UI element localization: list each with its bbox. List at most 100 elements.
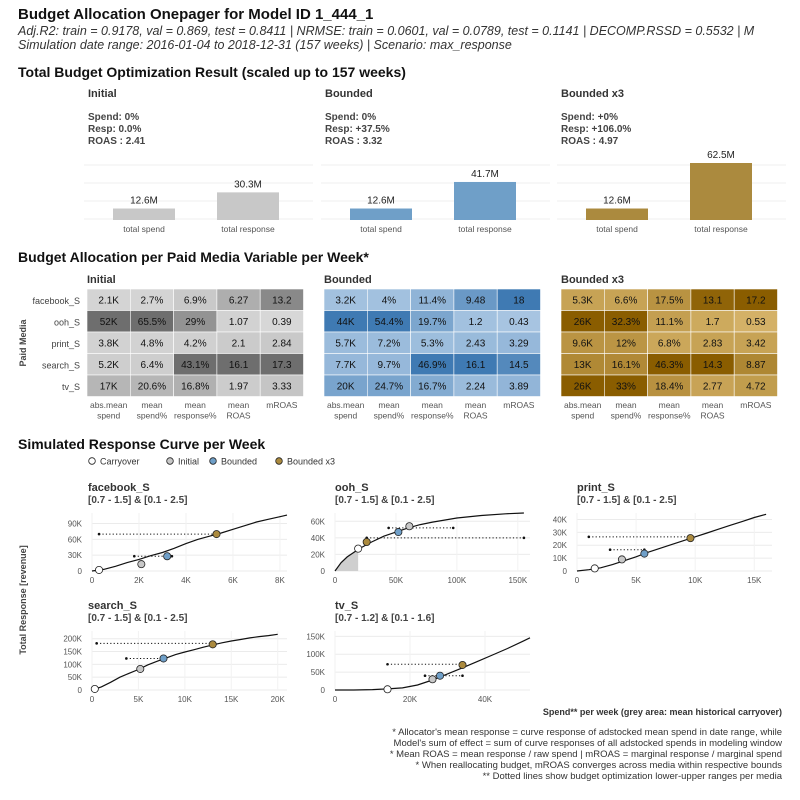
heatmap-cell-value: 4.72: [746, 382, 766, 393]
total-bar: [113, 208, 175, 220]
heatmap-panel-title: Bounded x3: [561, 274, 624, 286]
range-endpoint: [170, 554, 174, 558]
heatmap-cell-value: 13.2: [272, 296, 292, 307]
heatmap-cell-value: 26K: [574, 317, 592, 328]
initial-point: [136, 664, 145, 673]
heatmap-cell-value: 7.2%: [378, 339, 401, 350]
budget-stat-line: Spend: +0%: [561, 112, 618, 123]
heatmap-cell-value: 3.29: [509, 339, 529, 350]
heatmap-cell-value: 32.3%: [612, 317, 640, 328]
x-tick-label: 0: [575, 576, 580, 585]
heatmap-column-label: mean: [378, 400, 400, 410]
x-tick-label: 15K: [747, 576, 762, 585]
y-tick-label: 150K: [63, 648, 82, 657]
range-endpoint: [132, 554, 136, 558]
bar-category-label: total response: [458, 224, 512, 234]
footnote-line: * Allocator's mean response = curve resp…: [392, 727, 782, 738]
budget-stat-line: Resp: +37.5%: [325, 124, 390, 135]
heatmap-cell-value: 17K: [100, 382, 118, 393]
heatmap-cell-value: 14.5: [509, 360, 529, 371]
range-endpoint: [461, 674, 464, 677]
bounded-point: [163, 552, 172, 561]
budget-panel-title: Bounded x3: [561, 88, 624, 100]
heatmap-cell: [496, 374, 541, 397]
range-endpoint: [608, 548, 612, 552]
heatmap-cell-value: 33%: [616, 382, 636, 393]
legend-entry: Carryover: [100, 457, 140, 467]
heatmap-cell-value: 1.7: [706, 317, 720, 328]
heatmap-cell-value: 6.8%: [658, 339, 681, 350]
range-endpoint: [125, 657, 128, 660]
heatmap-cell-value: 20.6%: [138, 382, 166, 393]
budget-panel-title: Bounded: [325, 88, 373, 100]
heatmap-cell-value: 4.2%: [184, 339, 207, 350]
y-tick-label: 50K: [68, 673, 83, 682]
y-tick-label: 100K: [306, 650, 325, 659]
heatmap-column-label: mean: [702, 400, 724, 410]
heatmap-cell-value: 9.7%: [378, 360, 401, 371]
y-tick-label: 10K: [553, 554, 568, 563]
heatmap-column-label: spend: [334, 411, 357, 421]
heatmap-cell: [733, 374, 778, 397]
date-range-subtitle: Simulation date range: 2016-01-04 to 201…: [18, 38, 512, 52]
footnote-line: * Mean ROAS = mean response / raw spend …: [390, 749, 782, 760]
heatmap-cell-value: 16.1%: [612, 360, 640, 371]
curve-x-axis-label: Spend** per week (grey area: mean histor…: [543, 707, 782, 717]
total-bar: [350, 208, 412, 220]
heatmap-cell-value: 1.2: [469, 317, 483, 328]
heatmap-column-label: abs.mean: [564, 400, 602, 410]
budget-stat-line: ROAS : 2.41: [88, 136, 146, 147]
x-tick-label: 5K: [134, 695, 144, 704]
x-tick-label: 5K: [631, 576, 641, 585]
heatmap-cell-value: 6.27: [229, 296, 249, 307]
model-fit-subtitle: Adj.R2: train = 0.9178, val = 0.869, tes…: [18, 24, 755, 38]
range-endpoint: [387, 526, 390, 530]
heatmap-column-label: spend%: [611, 411, 642, 421]
x-tick-label: 10K: [688, 576, 703, 585]
bar-value-label: 12.6M: [603, 196, 631, 207]
heatmap-column-label: mean: [659, 400, 681, 410]
x-tick-label: 0: [90, 695, 95, 704]
heatmap-cell-value: 16.1: [229, 360, 249, 371]
heatmap-cell-value: 18.4%: [655, 382, 683, 393]
initial-point: [405, 522, 414, 531]
range-endpoint: [587, 535, 591, 539]
heatmap-cell-value: 46.9%: [418, 360, 446, 371]
y-tick-label: 40K: [311, 534, 326, 543]
heatmap-cell-value: 2.7%: [141, 296, 164, 307]
heatmap-cell-value: 5.3%: [421, 339, 444, 350]
heatmap-cell-value: 4%: [382, 296, 397, 307]
x-tick-label: 150K: [508, 576, 527, 585]
heatmap-cell-value: 3.42: [746, 339, 766, 350]
bounded-point: [435, 671, 444, 680]
legend-marker: [275, 457, 283, 465]
curve-panel-bounds: [0.7 - 1.5] & [0.1 - 2.5]: [88, 495, 187, 506]
x-tick-label: 10K: [178, 695, 193, 704]
bar-category-label: total spend: [123, 224, 165, 234]
heatmap-cell-value: 43.1%: [181, 360, 209, 371]
response-curve: [334, 512, 524, 572]
heatmap-column-label: mean: [422, 400, 444, 410]
heatmap-cell-value: 65.5%: [138, 317, 166, 328]
y-tick-label: 100K: [63, 660, 82, 669]
heatmap-column-label: ROAS: [701, 411, 725, 421]
heatmap-cell-value: 3.33: [272, 382, 292, 393]
heatmap-cell-value: 16.1: [466, 360, 486, 371]
heatmap-column-label: response%: [648, 411, 691, 421]
heatmap-cell-value: 11.4%: [418, 296, 446, 307]
x-tick-label: 0: [333, 576, 338, 585]
heatmap-column-label: spend: [571, 411, 594, 421]
heatmap-cell-value: 4.8%: [141, 339, 164, 350]
carryover-area: [335, 548, 359, 571]
heatmap-column-label: ROAS: [464, 411, 488, 421]
heatmap-cell-value: 17.2: [746, 296, 766, 307]
y-tick-label: 20K: [553, 541, 568, 550]
heatmap-cell-value: 5.3K: [572, 296, 593, 307]
bar-category-label: total response: [221, 224, 275, 234]
x-tick-label: 0: [90, 576, 95, 585]
heatmap-cell-value: 2.84: [272, 339, 292, 350]
budget-stat-line: ROAS : 3.32: [325, 136, 383, 147]
heatmap-cell-value: 16.8%: [181, 382, 209, 393]
heatmap-cell-value: 12%: [616, 339, 636, 350]
